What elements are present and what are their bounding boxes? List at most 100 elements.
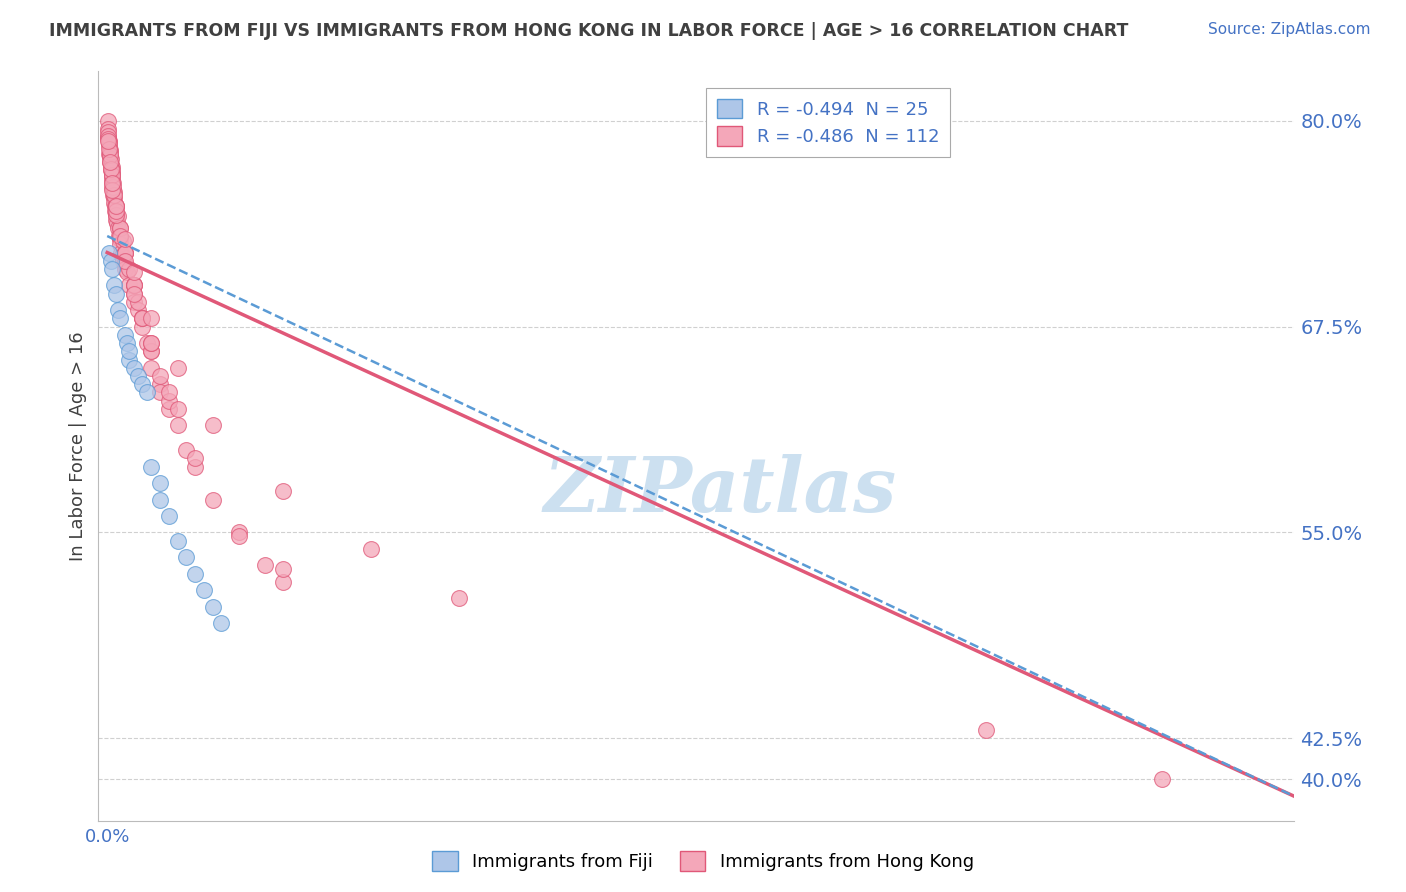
Point (105, 199, 127, 213)
Point (149, 476, 172, 491)
Point (271, 562, 294, 576)
Point (105, 199, 127, 213)
Point (118, 344, 141, 359)
Point (98, 142, 120, 156)
Point (101, 168, 124, 182)
Point (103, 179, 125, 194)
Point (101, 177, 124, 191)
Point (100, 163, 122, 178)
Point (101, 179, 124, 194)
Point (108, 232, 131, 246)
Legend: Immigrants from Fiji, Immigrants from Hong Kong: Immigrants from Fiji, Immigrants from Ho… (425, 844, 981, 879)
Point (131, 311, 153, 326)
Point (115, 336, 138, 351)
Point (122, 360, 145, 375)
Point (100, 161, 122, 176)
Point (447, 591, 470, 606)
Point (97, 113, 120, 128)
Point (110, 220, 132, 235)
Point (184, 566, 207, 581)
Point (100, 171, 122, 186)
Point (974, 723, 997, 737)
Text: Source: ZipAtlas.com: Source: ZipAtlas.com (1208, 22, 1371, 37)
Point (114, 245, 136, 260)
Point (107, 220, 129, 235)
Point (122, 278, 145, 293)
Point (97, 132, 120, 146)
Point (114, 327, 136, 342)
Y-axis label: In Labor Force | Age > 16: In Labor Force | Age > 16 (69, 331, 87, 561)
Point (101, 175, 124, 189)
Point (135, 336, 157, 351)
Point (184, 451, 207, 466)
Point (118, 278, 141, 293)
Point (118, 262, 141, 277)
Point (141, 459, 163, 474)
Point (360, 541, 382, 556)
Point (201, 599, 224, 614)
Point (105, 204, 127, 219)
Point (149, 369, 172, 384)
Point (157, 508, 180, 523)
Point (98, 245, 120, 260)
Point (112, 234, 135, 248)
Point (1150, 772, 1173, 787)
Point (122, 278, 145, 293)
Point (211, 615, 233, 630)
Point (141, 344, 163, 359)
Point (105, 216, 128, 230)
Point (112, 253, 135, 268)
Point (271, 484, 294, 499)
Point (166, 360, 188, 375)
Point (98, 155, 121, 169)
Point (110, 311, 132, 326)
Point (127, 369, 149, 384)
Point (101, 183, 124, 197)
Point (103, 187, 125, 202)
Point (114, 262, 136, 277)
Point (100, 158, 122, 172)
Point (98, 145, 121, 159)
Point (114, 257, 136, 271)
Point (103, 191, 125, 205)
Point (97, 134, 120, 148)
Point (166, 533, 188, 548)
Point (115, 265, 138, 279)
Point (149, 385, 172, 400)
Point (157, 393, 180, 408)
Point (166, 418, 188, 433)
Point (193, 583, 215, 598)
Point (107, 229, 129, 244)
Point (103, 278, 125, 293)
Point (103, 196, 125, 211)
Legend: R = -0.494  N = 25, R = -0.486  N = 112: R = -0.494 N = 25, R = -0.486 N = 112 (706, 88, 950, 157)
Point (107, 303, 129, 318)
Point (201, 492, 224, 507)
Point (271, 574, 294, 589)
Text: IMMIGRANTS FROM FIJI VS IMMIGRANTS FROM HONG KONG IN LABOR FORCE | AGE > 16 CORR: IMMIGRANTS FROM FIJI VS IMMIGRANTS FROM … (49, 22, 1129, 40)
Point (127, 294, 149, 309)
Point (100, 163, 122, 178)
Point (141, 336, 163, 351)
Point (97, 130, 120, 145)
Point (127, 303, 149, 318)
Point (157, 385, 180, 400)
Point (98, 138, 120, 153)
Point (149, 377, 172, 392)
Point (131, 377, 153, 392)
Point (98, 144, 121, 158)
Point (100, 166, 122, 180)
Point (100, 152, 122, 166)
Point (149, 492, 172, 507)
Point (110, 220, 132, 235)
Point (100, 262, 122, 277)
Point (104, 199, 127, 213)
Point (105, 286, 127, 301)
Point (100, 253, 122, 268)
Point (122, 286, 145, 301)
Point (122, 278, 145, 293)
Point (254, 558, 277, 573)
Point (98, 150, 121, 164)
Text: ZIPatlas: ZIPatlas (543, 454, 897, 528)
Point (135, 385, 157, 400)
